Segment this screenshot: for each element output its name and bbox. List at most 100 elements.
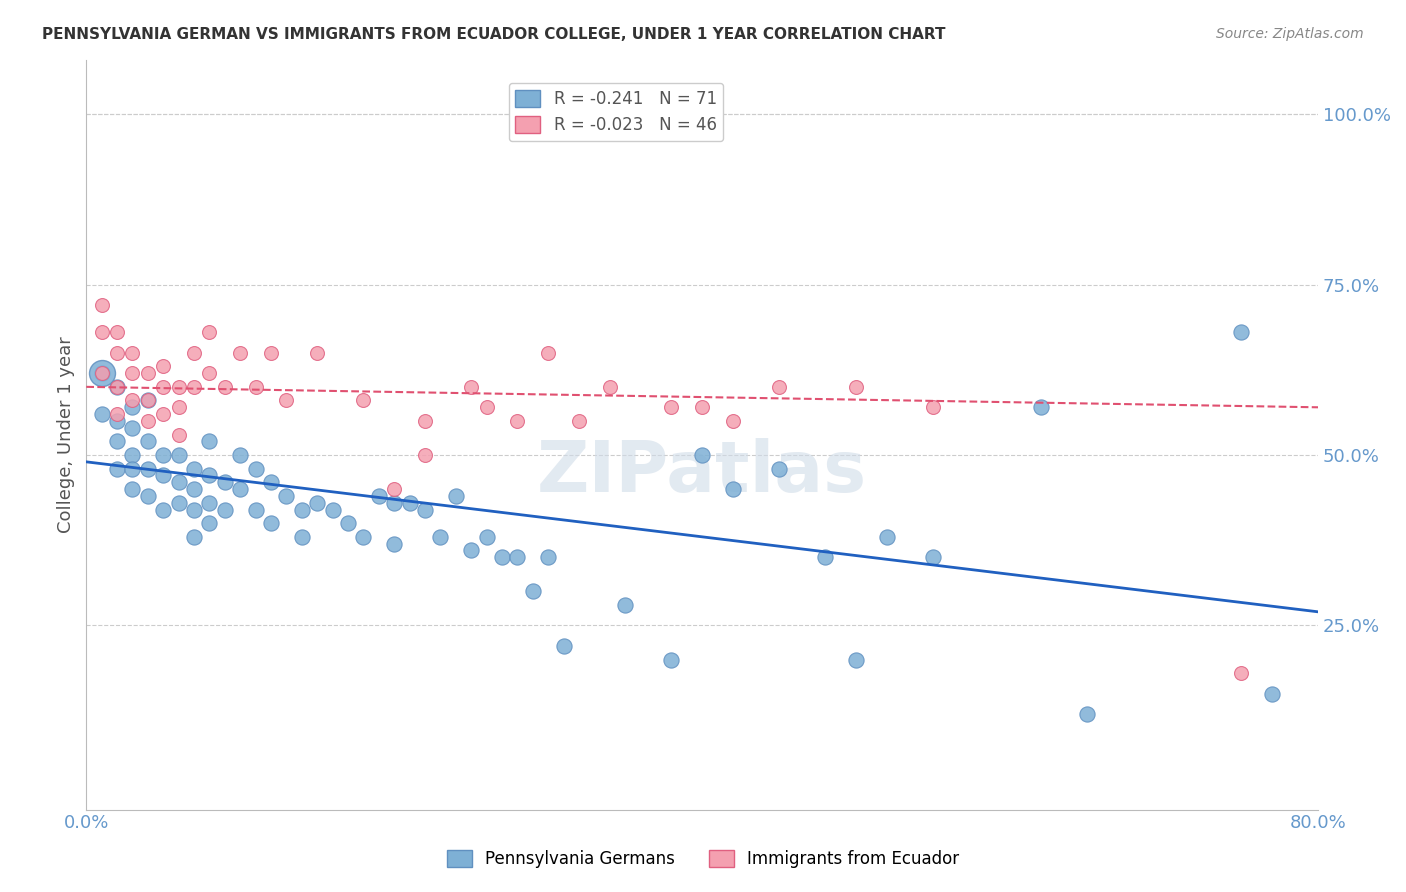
Point bbox=[1230, 326, 1253, 340]
Point bbox=[152, 468, 174, 483]
Point bbox=[90, 298, 112, 312]
Point bbox=[121, 393, 143, 408]
Point bbox=[136, 434, 159, 449]
Point bbox=[661, 401, 683, 415]
Point bbox=[105, 326, 128, 340]
Point bbox=[522, 584, 544, 599]
Point bbox=[690, 401, 713, 415]
Point bbox=[90, 366, 112, 380]
Point bbox=[152, 380, 174, 394]
Point bbox=[214, 380, 236, 394]
Point bbox=[291, 530, 314, 544]
Point bbox=[398, 496, 420, 510]
Legend: Pennsylvania Germans, Immigrants from Ecuador: Pennsylvania Germans, Immigrants from Ec… bbox=[440, 843, 966, 875]
Point bbox=[721, 414, 744, 428]
Point bbox=[537, 550, 560, 565]
Point bbox=[768, 380, 790, 394]
Point bbox=[382, 536, 405, 550]
Legend: R = -0.241   N = 71, R = -0.023   N = 46: R = -0.241 N = 71, R = -0.023 N = 46 bbox=[509, 83, 723, 141]
Point bbox=[183, 502, 205, 516]
Point bbox=[444, 489, 467, 503]
Point bbox=[922, 401, 945, 415]
Point bbox=[322, 502, 344, 516]
Point bbox=[276, 393, 298, 408]
Point bbox=[121, 345, 143, 359]
Point bbox=[475, 401, 498, 415]
Point bbox=[245, 461, 267, 475]
Point bbox=[260, 475, 283, 490]
Point bbox=[413, 448, 436, 462]
Point bbox=[90, 407, 112, 421]
Point bbox=[661, 652, 683, 666]
Point bbox=[506, 550, 529, 565]
Point bbox=[721, 482, 744, 496]
Point bbox=[105, 380, 128, 394]
Point bbox=[537, 345, 560, 359]
Point bbox=[152, 502, 174, 516]
Point bbox=[167, 427, 190, 442]
Point bbox=[845, 380, 868, 394]
Point bbox=[152, 407, 174, 421]
Point bbox=[491, 550, 513, 565]
Point bbox=[152, 359, 174, 374]
Point bbox=[136, 461, 159, 475]
Point bbox=[814, 550, 837, 565]
Point bbox=[136, 414, 159, 428]
Point bbox=[105, 407, 128, 421]
Point bbox=[307, 345, 329, 359]
Point bbox=[183, 530, 205, 544]
Point bbox=[475, 530, 498, 544]
Point bbox=[367, 489, 389, 503]
Point bbox=[690, 448, 713, 462]
Point bbox=[183, 345, 205, 359]
Point bbox=[167, 380, 190, 394]
Point bbox=[429, 530, 451, 544]
Point bbox=[260, 345, 283, 359]
Point bbox=[229, 345, 252, 359]
Point bbox=[121, 366, 143, 380]
Point bbox=[167, 475, 190, 490]
Point bbox=[460, 543, 482, 558]
Point bbox=[291, 502, 314, 516]
Point bbox=[121, 401, 143, 415]
Y-axis label: College, Under 1 year: College, Under 1 year bbox=[58, 336, 75, 533]
Text: ZIPatlas: ZIPatlas bbox=[537, 438, 868, 507]
Point bbox=[136, 393, 159, 408]
Point bbox=[876, 530, 898, 544]
Point bbox=[198, 366, 221, 380]
Point bbox=[229, 448, 252, 462]
Point bbox=[121, 461, 143, 475]
Point bbox=[568, 414, 591, 428]
Point bbox=[553, 639, 575, 653]
Point bbox=[198, 434, 221, 449]
Point bbox=[382, 482, 405, 496]
Point bbox=[90, 366, 112, 380]
Point bbox=[167, 401, 190, 415]
Point bbox=[136, 393, 159, 408]
Point bbox=[105, 414, 128, 428]
Point bbox=[260, 516, 283, 531]
Point bbox=[845, 652, 868, 666]
Point bbox=[307, 496, 329, 510]
Point bbox=[382, 496, 405, 510]
Point bbox=[152, 448, 174, 462]
Point bbox=[1029, 401, 1052, 415]
Point bbox=[337, 516, 360, 531]
Point bbox=[183, 380, 205, 394]
Point bbox=[105, 434, 128, 449]
Point bbox=[614, 598, 637, 612]
Point bbox=[105, 461, 128, 475]
Point bbox=[121, 482, 143, 496]
Point bbox=[198, 516, 221, 531]
Text: Source: ZipAtlas.com: Source: ZipAtlas.com bbox=[1216, 27, 1364, 41]
Point bbox=[229, 482, 252, 496]
Point bbox=[136, 489, 159, 503]
Point bbox=[506, 414, 529, 428]
Point bbox=[276, 489, 298, 503]
Point bbox=[1261, 687, 1284, 701]
Point bbox=[136, 366, 159, 380]
Point bbox=[167, 496, 190, 510]
Point bbox=[768, 461, 790, 475]
Point bbox=[198, 326, 221, 340]
Point bbox=[1076, 707, 1098, 722]
